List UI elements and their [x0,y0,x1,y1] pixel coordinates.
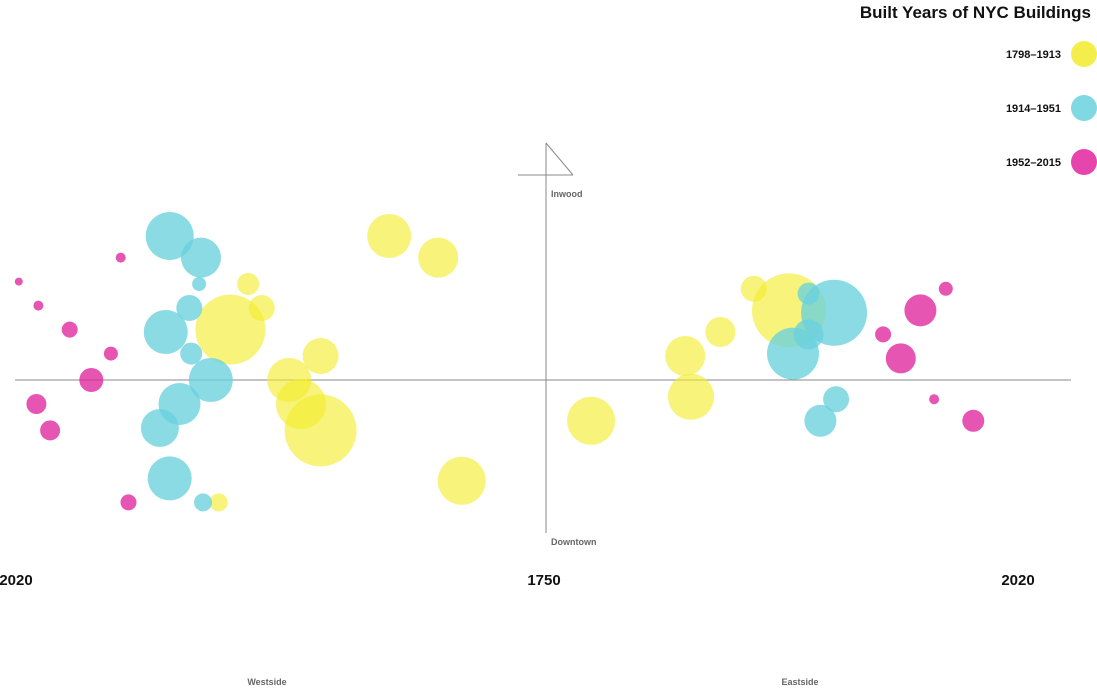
bubble-series2-point7 [115,252,126,263]
bubble-series2-point2 [61,321,78,338]
bubble-series1-point4 [143,310,188,354]
bubble-series0-point6 [705,317,736,347]
bubble-series1-point14 [801,279,868,346]
bubble-series1-point1 [181,237,221,278]
bubble-series0-point12 [195,294,266,365]
axes: Inwood Downtown 2020 1750 2020 Westside … [0,142,1071,687]
bubble-series0-point15 [284,394,357,467]
bubble-series1-point3 [176,295,203,321]
bubble-series1-point2 [192,277,207,291]
bubble-series0-point16 [209,493,228,512]
bubble-series2-point4 [26,394,47,414]
legend-label-1: 1914–1951 [1006,103,1061,115]
legend-label-2: 1952–2015 [1006,157,1061,169]
chart-title: Built Years of NYC Buildings [860,3,1091,22]
x-tick-center: 1750 [527,572,560,589]
bubble-series1-point5 [180,342,203,365]
legend: Built Years of NYC Buildings 1798–1913 19… [860,3,1097,175]
bubble-layer [14,212,985,512]
x-side-right-label: Eastside [781,677,818,687]
bubble-series1-point8 [140,409,179,447]
bubble-series0-point1 [418,237,459,278]
bubble-series0-point3 [567,396,616,445]
bubble-series2-point6 [103,346,118,361]
bubble-series2-point5 [40,420,61,441]
bubble-series2-point12 [938,281,953,296]
bubble-series1-point6 [188,358,233,402]
bubble-series1-point0 [145,212,194,260]
bubble-series0-point5 [668,373,714,420]
y-bottom-label: Downtown [551,537,597,547]
bubble-series0-point11 [302,338,339,374]
legend-swatch-2 [1071,149,1097,175]
bubble-series2-point10 [885,343,916,374]
x-side-left-label: Westside [247,677,286,687]
bubble-series2-point8 [120,494,137,511]
north-flag-icon [518,142,574,176]
bubble-series2-point3 [79,368,104,392]
bubble-series2-point0 [14,277,23,286]
bubble-series2-point1 [33,300,44,311]
x-tick-right: 2020 [1001,572,1034,589]
bubble-series0-point0 [367,214,412,258]
x-tick-left: 2020 [0,572,33,589]
bubble-series1-point15 [823,386,850,413]
bubble-series1-point16 [804,404,837,437]
bubble-series1-point9 [147,456,192,501]
legend-label-0: 1798–1913 [1006,49,1061,61]
bubble-series2-point9 [875,326,892,343]
bubble-series2-point11 [904,294,937,327]
bubble-series1-point10 [194,493,212,512]
bubble-series0-point13 [237,273,260,295]
bubble-series0-point2 [437,456,486,505]
legend-swatch-0 [1071,41,1097,67]
legend-swatch-1 [1071,95,1097,121]
y-top-label: Inwood [551,189,583,199]
bubble-series2-point13 [929,394,940,405]
bubble-series0-point4 [665,336,706,376]
bubble-series2-point14 [962,409,985,432]
bubble-series0-point14 [248,295,275,321]
